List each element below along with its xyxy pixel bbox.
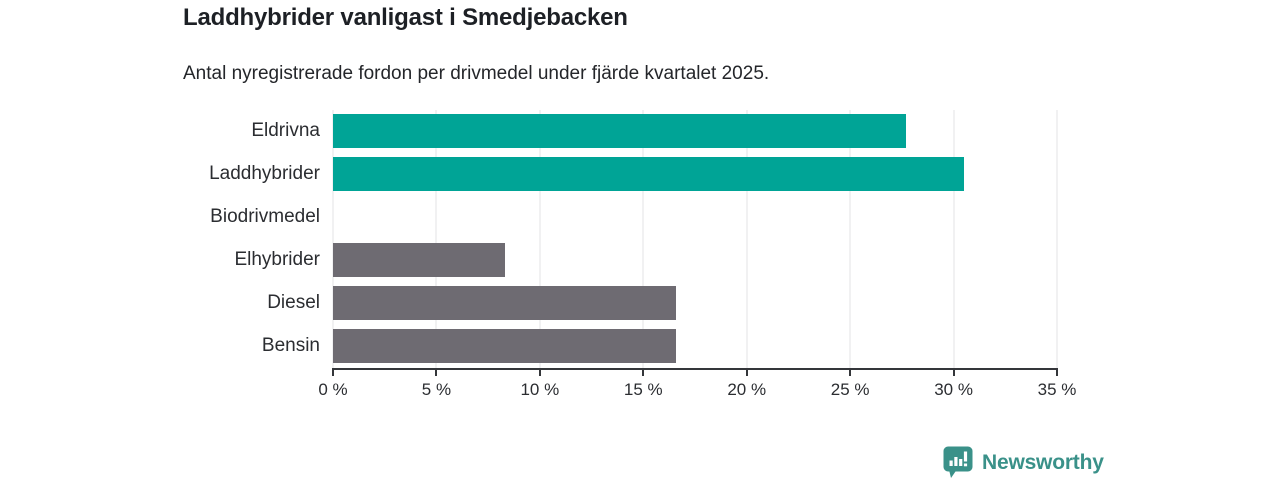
x-axis-line <box>332 368 1058 370</box>
bar-row: Elhybrider <box>234 239 1057 282</box>
category-label: Eldrivna <box>251 120 320 141</box>
x-tick-label: 10 % <box>520 380 560 399</box>
bar <box>333 114 906 148</box>
bar-chart-speech-bubble-icon <box>943 446 973 479</box>
bar-row: Diesel <box>267 282 1057 325</box>
axis-tick <box>849 368 852 376</box>
bar-row: Eldrivna <box>251 110 1057 153</box>
x-tick-label: 30 % <box>934 380 973 399</box>
x-tick-label: 20 % <box>727 380 767 399</box>
category-label: Bensin <box>261 335 320 356</box>
chart-subtitle: Antal nyregistrerade fordon per drivmede… <box>183 63 770 84</box>
plot-area: 0 % 5 % 10 % 15 % 20 % 25 % 30 % 35 % Eldrivna La… <box>209 110 1076 399</box>
x-tick-label: 5 % <box>421 380 452 399</box>
gridline <box>642 110 644 368</box>
bar-row: Biodrivmedel <box>210 196 1057 239</box>
gridline <box>1056 110 1058 368</box>
gridline <box>953 110 955 368</box>
gridline <box>435 110 437 368</box>
x-tick-label: 25 % <box>830 380 870 399</box>
axis-tick <box>642 368 645 376</box>
axis-tick <box>538 368 541 376</box>
category-label: Elhybrider <box>234 249 320 270</box>
axis-tick <box>952 368 955 376</box>
x-tick-label: 35 % <box>1037 380 1077 399</box>
x-tick-label: 0 % <box>318 380 348 399</box>
category-label: Diesel <box>267 292 320 313</box>
bar <box>333 286 677 320</box>
bar-row: Laddhybrider <box>209 153 1057 196</box>
gridline <box>332 110 334 368</box>
bar <box>333 157 964 191</box>
axis-tick <box>332 368 334 376</box>
newsworthy-wordmark: Newsworthy <box>982 450 1104 474</box>
gridline <box>849 110 851 368</box>
category-label: Biodrivmedel <box>210 206 320 227</box>
newsworthy-logo: Newsworthy <box>943 446 1104 479</box>
bar <box>333 243 505 277</box>
x-tick-label: 15 % <box>623 380 663 399</box>
category-label: Laddhybrider <box>209 163 320 184</box>
axis-tick <box>435 368 438 376</box>
bar <box>333 329 677 363</box>
chart-title: Laddhybrider vanligast i Smedjebacken <box>183 4 628 31</box>
gridline <box>746 110 748 368</box>
axis-tick <box>745 368 748 376</box>
bar-row: Bensin <box>262 325 1057 368</box>
axis-tick <box>1056 368 1058 376</box>
gridline <box>539 110 541 368</box>
